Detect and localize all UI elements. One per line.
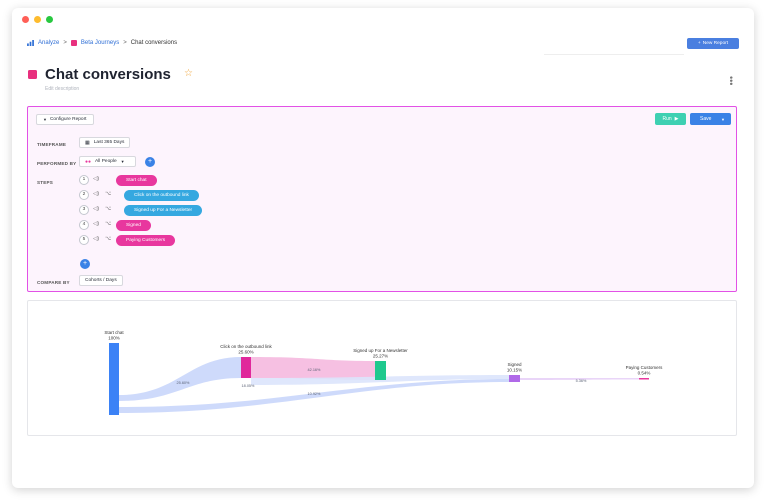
node-value-label: 10.15% bbox=[507, 368, 522, 373]
sankey-node bbox=[241, 357, 251, 378]
timeframe-label: TIMEFRAME bbox=[37, 142, 67, 147]
new-report-button[interactable]: + New Report bbox=[687, 38, 739, 49]
save-label: Save bbox=[700, 116, 712, 122]
step-event-pill[interactable]: Click on the outbound link bbox=[124, 190, 199, 201]
flow-start-to-signed bbox=[119, 379, 509, 413]
breadcrumb-separator: > bbox=[63, 40, 67, 46]
sankey-node bbox=[375, 361, 386, 380]
maximize-window-button[interactable] bbox=[46, 15, 53, 23]
flow-label: 25.60% bbox=[177, 381, 191, 385]
breadcrumb: Analyze > Beta Journeys > Chat conversio… bbox=[27, 40, 177, 46]
event-icon[interactable]: ◁) bbox=[93, 191, 100, 197]
sankey-node bbox=[509, 375, 520, 382]
analyze-icon bbox=[27, 40, 34, 46]
steps-label: STEPS bbox=[37, 180, 54, 185]
journey-chart: Start chat 100% Click on the outbound link… bbox=[27, 300, 737, 436]
step-event-pill[interactable]: Signed bbox=[116, 220, 151, 231]
node-label: Signed up For a Newsletter bbox=[353, 348, 408, 353]
close-window-button[interactable] bbox=[22, 15, 29, 23]
breadcrumb-current: Chat conversions bbox=[130, 40, 178, 46]
flow-signed-to-paying bbox=[520, 378, 639, 380]
node-value-label: 25.27% bbox=[373, 354, 388, 359]
branch-icon[interactable]: ⌥ bbox=[105, 221, 112, 227]
branch-icon[interactable]: ⌥ bbox=[105, 236, 112, 242]
save-button[interactable]: Save ▼ bbox=[690, 113, 731, 125]
more-options-icon[interactable]: ••• bbox=[726, 76, 736, 86]
step-number: 2 bbox=[79, 190, 89, 200]
breadcrumb-separator: > bbox=[123, 40, 127, 46]
configure-report-panel: ▼ Configure Report Run ▶ Save ▼ TIMEFRAM… bbox=[27, 106, 737, 292]
window-titlebar bbox=[12, 8, 754, 30]
chevron-down-icon: ▼ bbox=[43, 117, 47, 122]
branch-icon[interactable]: ⌥ bbox=[105, 206, 112, 212]
event-icon[interactable]: ◁) bbox=[93, 221, 100, 227]
event-icon[interactable]: ◁) bbox=[93, 176, 100, 182]
performed-by-value: All People bbox=[95, 159, 117, 164]
minimize-window-button[interactable] bbox=[34, 15, 41, 23]
chevron-down-icon: ▼ bbox=[120, 159, 125, 164]
plus-icon: + bbox=[697, 41, 701, 46]
step-number: 5 bbox=[79, 235, 89, 245]
step-event-pill[interactable]: Signed up For a Newsletter bbox=[124, 205, 203, 216]
node-value-label: 100% bbox=[108, 336, 120, 341]
run-label: Run bbox=[662, 116, 672, 122]
node-label: Start chat bbox=[104, 330, 124, 335]
page-title[interactable]: Chat conversions bbox=[45, 66, 171, 83]
edit-description[interactable]: Edit description bbox=[45, 86, 80, 92]
configure-report-button[interactable]: ▼ Configure Report bbox=[36, 114, 94, 125]
branch-icon[interactable]: ⌥ bbox=[105, 191, 112, 197]
compare-by-selector[interactable]: Cohorts / Days bbox=[79, 275, 123, 286]
event-icon[interactable]: ◁) bbox=[93, 236, 100, 242]
performed-by-selector[interactable]: ●● All People ▼ bbox=[79, 156, 136, 167]
timeframe-selector[interactable]: ▦ Last 365 Days bbox=[79, 137, 131, 148]
add-filter-button[interactable]: + bbox=[145, 157, 155, 167]
timeframe-value: Last 365 Days bbox=[93, 140, 125, 145]
top-bar: Analyze > Beta Journeys > Chat conversio… bbox=[12, 30, 754, 56]
step-event-pill[interactable]: Paying Customers bbox=[116, 235, 176, 246]
step-number: 4 bbox=[79, 220, 89, 230]
node-label: Paying Customers bbox=[626, 365, 664, 370]
journey-icon bbox=[70, 40, 77, 46]
configure-report-label: Configure Report bbox=[49, 117, 87, 122]
flow-label: 5.36% bbox=[576, 379, 587, 383]
flow-start-to-click bbox=[119, 357, 241, 401]
node-value-label: 25.60% bbox=[238, 350, 253, 355]
people-icon: ●● bbox=[85, 158, 92, 165]
step-number: 1 bbox=[79, 175, 89, 185]
caret-down-icon[interactable]: ▼ bbox=[721, 116, 725, 122]
app-window: Analyze > Beta Journeys > Chat conversio… bbox=[12, 8, 754, 488]
compare-by-label: COMPARE BY bbox=[37, 280, 70, 285]
performed-by-label: PERFORMED BY bbox=[37, 161, 77, 166]
play-icon: ▶ bbox=[674, 116, 679, 122]
journey-icon bbox=[28, 70, 37, 79]
flow-click-to-newsletter bbox=[251, 357, 375, 380]
star-icon[interactable]: ☆ bbox=[184, 68, 193, 79]
sankey-node bbox=[639, 378, 649, 380]
flow-label: 18.05% bbox=[242, 384, 256, 388]
flow-label: 10.92% bbox=[308, 392, 322, 396]
node-label: Click on the outbound link bbox=[220, 344, 272, 349]
calendar-icon: ▦ bbox=[85, 139, 90, 146]
run-button[interactable]: Run ▶ bbox=[655, 113, 686, 125]
step-number: 3 bbox=[79, 205, 89, 215]
new-report-label: New Report bbox=[702, 41, 729, 46]
add-step-button[interactable]: + bbox=[80, 259, 90, 269]
divider bbox=[544, 54, 684, 55]
node-label: Signed bbox=[507, 362, 522, 367]
breadcrumb-analyze[interactable]: Analyze bbox=[38, 40, 60, 46]
node-value-label: 0.54% bbox=[638, 371, 651, 376]
flow-label: 42.16% bbox=[308, 368, 322, 372]
sankey-node bbox=[109, 343, 119, 415]
breadcrumb-beta-journeys[interactable]: Beta Journeys bbox=[80, 40, 120, 46]
step-event-pill[interactable]: Start chat bbox=[116, 175, 157, 186]
event-icon[interactable]: ◁) bbox=[93, 206, 100, 212]
compare-by-value: Cohorts / Days bbox=[85, 278, 117, 283]
